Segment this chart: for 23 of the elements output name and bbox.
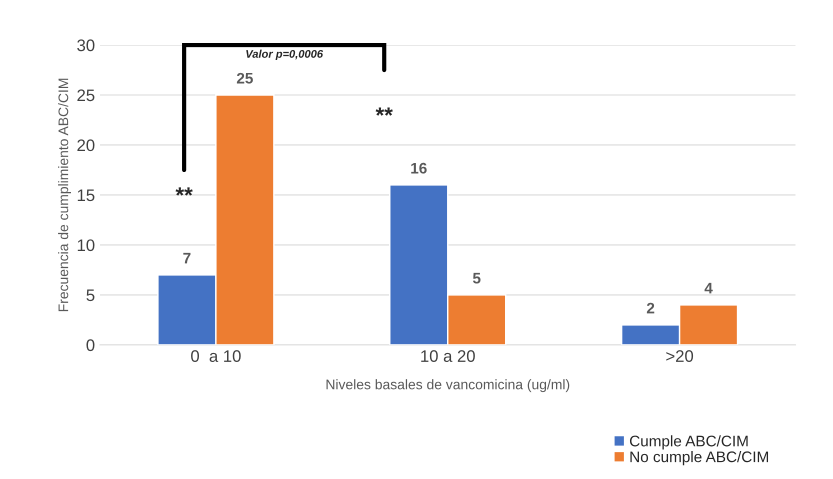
- data-label: 2: [646, 302, 654, 314]
- data-label: 25: [236, 72, 253, 84]
- x-axis-title: Niveles basales de vancomicina (ug/ml): [326, 379, 570, 392]
- y-tick-label: 30: [77, 39, 94, 52]
- legend-label: Cumple ABC/CIM: [630, 435, 748, 450]
- annotation: **: [376, 107, 393, 116]
- data-label: 7: [183, 252, 190, 264]
- x-tick-label: 10 a 20: [421, 350, 475, 362]
- annotation: Valor p=0,0006: [246, 50, 324, 60]
- x-tick-label: >20: [666, 350, 694, 362]
- y-tick-label: 20: [77, 139, 94, 152]
- y-tick-label: 25: [77, 89, 94, 102]
- legend-label: No cumple ABC/CIM: [630, 451, 768, 466]
- data-label: 4: [704, 282, 713, 294]
- y-tick-label: 5: [86, 289, 94, 302]
- y-axis-title: Frecuencia de cumplimiento ABC/CIM: [58, 78, 72, 312]
- x-tick-label: 0 a 10: [191, 350, 241, 362]
- data-label: 16: [411, 162, 427, 174]
- data-label: 5: [472, 272, 481, 284]
- y-tick-label: 15: [78, 190, 94, 202]
- y-tick-label: 10: [78, 239, 94, 252]
- y-tick-label: 0: [86, 339, 94, 352]
- annotation: **: [176, 187, 193, 196]
